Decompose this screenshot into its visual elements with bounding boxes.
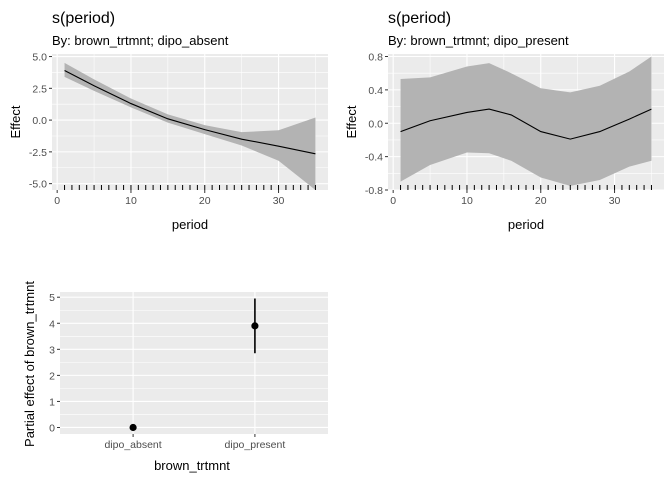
panel-1-ribbon	[64, 62, 316, 190]
panel-1-y-tick-label: 2.5	[32, 83, 47, 95]
panel-1-axis-ticks: 0 10 20 30 -5.0 -2.5 0.0 2.5 5.0	[29, 52, 285, 207]
panel-2-title: s(period)	[388, 10, 451, 27]
panel-2-y-tick-label: 0.4	[368, 85, 383, 97]
panel-2-x-tick-label: 10	[461, 195, 473, 207]
panel-2-y-axis-title: Effect	[344, 105, 359, 138]
panel-1-fit-line	[64, 70, 316, 155]
panel-1-x-tick-label: 30	[273, 195, 285, 207]
panel-2-y-tick-label: -0.8	[365, 185, 383, 197]
panel-3-points	[129, 322, 259, 432]
panel-3-y-tick-label: 3	[49, 344, 55, 356]
panel-3-background	[60, 292, 328, 434]
panel-1-x-axis-title: period	[172, 217, 208, 232]
panel-2-ribbon	[400, 56, 652, 186]
panel-1-confidence-band	[64, 62, 316, 190]
panel-3-y-tick-label: 2	[49, 370, 55, 382]
panel-2-y-tick-label: -0.4	[365, 152, 383, 164]
panel-2-axis-ticks: 0 10 20 30 -0.8 -0.4 0.0 0.4 0.8	[365, 52, 621, 207]
panel-dipo-absent: s(period) By: brown_trtmnt; dipo_absent …	[8, 10, 328, 232]
panel-1-y-axis-title: Effect	[8, 105, 23, 138]
panel-3-y-tick-label: 5	[49, 292, 55, 304]
panel-2-subtitle: By: brown_trtmnt; dipo_present	[388, 33, 569, 48]
panel-1-subtitle: By: brown_trtmnt; dipo_absent	[52, 33, 229, 48]
panel-2-y-tick-label: 0.8	[368, 52, 383, 64]
panel-2-x-tick-label: 30	[609, 195, 621, 207]
panel-3-y-tick-label: 4	[49, 318, 55, 330]
panel-1-y-tick-label: -2.5	[29, 147, 47, 159]
panel-3-y-axis-title: Partial effect of brown_trtmnt	[22, 281, 37, 447]
panel-3-grid	[60, 292, 328, 434]
panel-3-point	[251, 322, 259, 330]
panel-1-y-tick-label: 0.0	[32, 115, 47, 127]
panel-3-point	[129, 423, 137, 432]
panel-3-x-tick-label: dipo_absent	[104, 439, 161, 451]
panel-3-axis-ticks: dipo_absent dipo_present 0 1 2 3 4 5	[49, 292, 285, 451]
panel-2-y-tick-label: 0.0	[368, 118, 383, 130]
panel-3-x-axis-title: brown_trtmnt	[154, 458, 230, 473]
panel-3-y-tick-label: 0	[49, 422, 55, 434]
panel-1-x-tick-label: 0	[54, 195, 60, 207]
panel-2-fit-line	[400, 108, 652, 140]
panel-1-y-tick-label: -5.0	[29, 179, 47, 191]
panel-1-title: s(period)	[52, 10, 115, 27]
panel-1-rug	[64, 185, 316, 190]
panel-1-y-tick-label: 5.0	[32, 52, 47, 64]
panel-2-x-axis-title: period	[508, 217, 544, 232]
panel-3-y-tick-label: 1	[49, 396, 55, 408]
panel-2-rug	[400, 185, 652, 190]
panel-1-x-tick-label: 10	[125, 195, 137, 207]
panel-1-x-tick-label: 20	[199, 195, 211, 207]
panel-2-x-tick-label: 20	[535, 195, 547, 207]
panel-dipo-present: s(period) By: brown_trtmnt; dipo_present…	[344, 10, 664, 232]
panel-brown-trtmnt: dipo_absent dipo_present 0 1 2 3 4 5 brown_trtm…	[22, 281, 328, 473]
panel-3-x-tick-label: dipo_present	[225, 439, 286, 451]
panel-1-smooth-line	[64, 70, 316, 155]
panel-2-x-tick-label: 0	[390, 195, 396, 207]
panel-2-smooth-line	[400, 108, 652, 140]
panel-2-confidence-band	[400, 56, 652, 186]
